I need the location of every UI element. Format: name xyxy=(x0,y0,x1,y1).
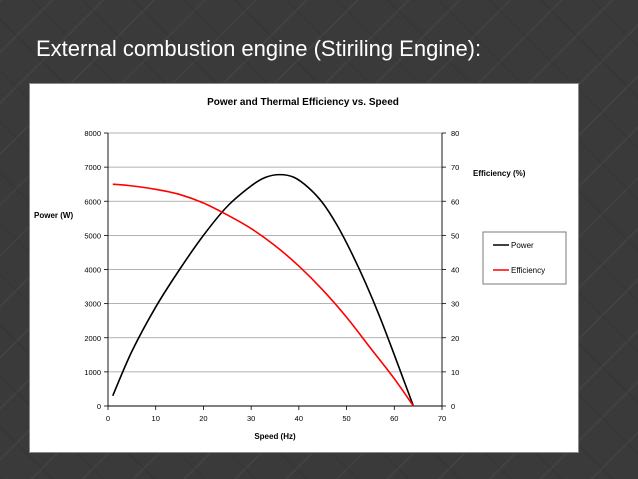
y-tick-label: 8000 xyxy=(84,129,101,138)
x-tick-label: 10 xyxy=(152,414,160,423)
x-tick-label: 30 xyxy=(247,414,255,423)
legend: Power Efficiency xyxy=(482,231,567,285)
y2-tick-label: 0 xyxy=(451,402,455,411)
series-line-power xyxy=(112,173,415,407)
legend-box xyxy=(482,231,567,285)
y2-tick-label: 60 xyxy=(451,197,459,206)
y-axis-label: Power (W) xyxy=(34,211,73,220)
y2-tick-label: 70 xyxy=(451,163,459,172)
y-tick-label: 1000 xyxy=(84,368,101,377)
y2-tick-label: 80 xyxy=(451,129,459,138)
y-tick-label: 3000 xyxy=(84,300,101,309)
legend-label-power: Power xyxy=(511,241,534,250)
y2-axis-label: Efficiency (%) xyxy=(473,169,526,178)
grid-layer xyxy=(108,132,442,373)
x-tick-label: 50 xyxy=(342,414,350,423)
y2-tick-label: 30 xyxy=(451,300,459,309)
series-layer xyxy=(112,173,415,407)
y-tick-label: 4000 xyxy=(84,266,101,275)
chart-svg: Power and Thermal Efficiency vs. Speed P… xyxy=(34,97,567,441)
x-tick-label: 0 xyxy=(106,414,110,423)
y2-tick-label: 10 xyxy=(451,368,459,377)
x-tick-label: 40 xyxy=(295,414,303,423)
y-tick-label: 6000 xyxy=(84,197,101,206)
chart-title: Power and Thermal Efficiency vs. Speed xyxy=(207,97,399,108)
axis-layer: 0 1000 2000 3000 4000 5000 6000 7000 8000 0 10 20 30… xyxy=(84,129,459,423)
y-tick-label: 5000 xyxy=(84,231,101,240)
y2-tick-label: 20 xyxy=(451,334,459,343)
y2-tick-label: 50 xyxy=(451,231,459,240)
y-tick-label: 7000 xyxy=(84,163,101,172)
x-axis-label: Speed (Hz) xyxy=(254,432,296,441)
y-tick-label: 2000 xyxy=(84,334,101,343)
series-line-efficiency xyxy=(112,183,415,407)
y-tick-label: 0 xyxy=(97,402,101,411)
slide-title: External combustion engine (Stiriling En… xyxy=(36,36,482,61)
chart-frame: Power and Thermal Efficiency vs. Speed P… xyxy=(29,83,579,453)
x-tick-label: 20 xyxy=(199,414,207,423)
x-tick-label: 60 xyxy=(390,414,398,423)
legend-label-efficiency: Efficiency xyxy=(511,266,545,275)
x-tick-label: 70 xyxy=(438,414,446,423)
y2-tick-label: 40 xyxy=(451,266,459,275)
